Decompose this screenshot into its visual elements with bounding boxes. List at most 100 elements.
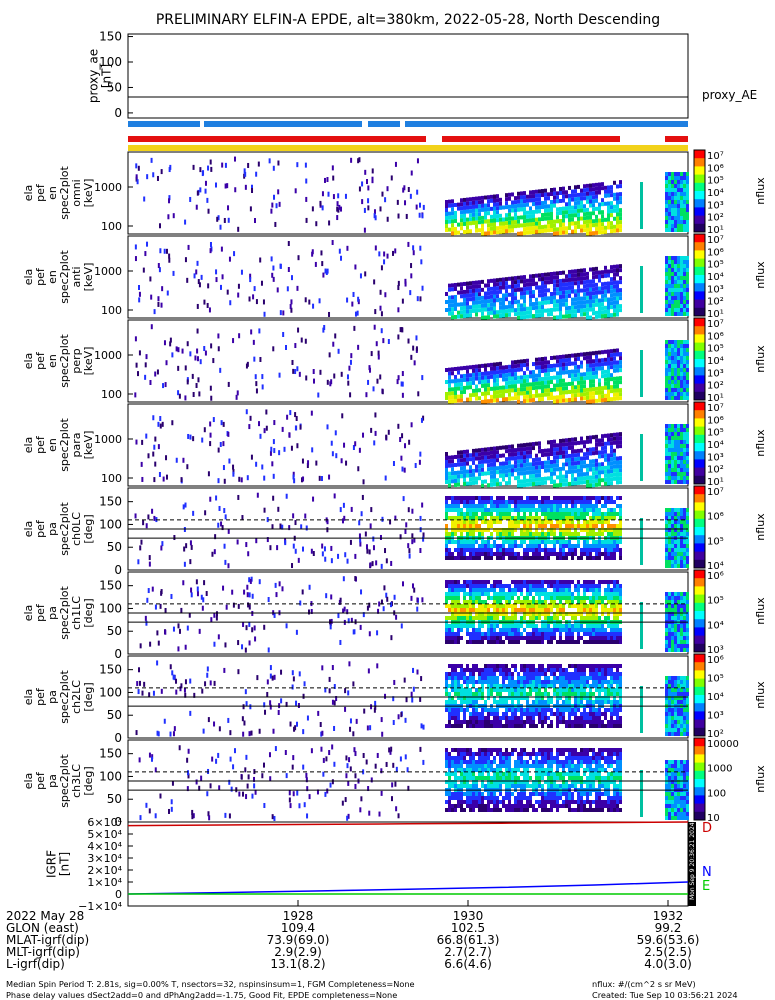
cell — [568, 373, 571, 378]
speckle — [397, 334, 400, 340]
cell — [535, 636, 538, 640]
cell — [565, 370, 568, 375]
cell — [607, 516, 610, 520]
cell — [674, 376, 677, 380]
cell — [577, 272, 580, 277]
speckle — [383, 251, 386, 257]
speckle — [150, 294, 153, 300]
cell — [457, 624, 460, 628]
cell — [496, 512, 499, 516]
cell — [469, 532, 472, 536]
speckle — [234, 187, 237, 193]
cell — [589, 267, 592, 272]
cell — [532, 314, 535, 319]
cell — [559, 286, 562, 291]
speckle — [365, 392, 368, 398]
cell — [481, 451, 484, 456]
cell — [559, 450, 562, 455]
cell — [604, 309, 607, 314]
cell — [604, 381, 607, 386]
cell — [601, 478, 604, 483]
cell — [571, 269, 574, 274]
cell — [583, 544, 586, 548]
speckle — [294, 343, 297, 349]
cell — [559, 226, 562, 231]
speckle — [147, 453, 150, 459]
cell — [454, 398, 457, 403]
cell — [538, 445, 541, 450]
cell — [511, 284, 514, 289]
cell — [475, 452, 478, 457]
cell — [541, 580, 544, 584]
cell — [610, 481, 613, 486]
speckle — [273, 612, 276, 618]
speckle — [209, 385, 212, 391]
cell — [671, 360, 674, 364]
cell — [529, 640, 532, 644]
cell — [683, 176, 686, 180]
cell — [466, 504, 469, 508]
cell — [680, 440, 683, 444]
cell — [674, 200, 677, 204]
cell — [559, 438, 562, 443]
speckle — [210, 166, 213, 172]
cell — [598, 290, 601, 295]
cell — [478, 640, 481, 644]
speckle — [378, 251, 381, 257]
cell — [616, 312, 619, 317]
cell — [490, 478, 493, 483]
cell — [610, 301, 613, 306]
cell — [553, 483, 556, 488]
cell — [538, 397, 541, 402]
cell — [478, 448, 481, 453]
cell — [457, 580, 460, 584]
cell — [454, 520, 457, 524]
cell — [529, 206, 532, 211]
speckle — [306, 463, 309, 469]
cell — [457, 302, 460, 307]
cell — [589, 463, 592, 468]
cell — [577, 524, 580, 528]
cell — [526, 478, 529, 483]
cell — [577, 208, 580, 213]
cell — [592, 463, 595, 468]
cell — [520, 508, 523, 512]
cell — [469, 624, 472, 628]
cell — [487, 447, 490, 452]
cell — [466, 592, 469, 596]
cell — [571, 520, 574, 524]
cell — [469, 556, 472, 560]
cell — [535, 616, 538, 620]
cell — [550, 520, 553, 524]
cell — [472, 368, 475, 373]
cell — [526, 214, 529, 219]
speckle — [286, 414, 289, 420]
cell — [601, 310, 604, 315]
cell — [577, 380, 580, 385]
cell — [574, 305, 577, 310]
speckle — [138, 284, 141, 290]
speckle — [215, 615, 218, 621]
cell — [481, 215, 484, 220]
cell — [451, 227, 454, 232]
cell — [604, 556, 607, 560]
cell — [568, 516, 571, 520]
ylabel-line: spec2plot — [58, 502, 71, 556]
cell — [668, 436, 671, 440]
cell — [523, 303, 526, 308]
speckle — [273, 448, 276, 454]
cell — [686, 176, 689, 180]
cell — [517, 375, 520, 380]
cell — [532, 198, 535, 203]
cell — [454, 516, 457, 520]
cell — [547, 540, 550, 544]
cell — [665, 384, 668, 388]
speckle — [358, 186, 361, 192]
cell — [517, 207, 520, 212]
cell — [583, 284, 586, 289]
cell — [472, 212, 475, 217]
cell — [562, 302, 565, 307]
speckle — [247, 162, 250, 168]
cell — [680, 184, 683, 188]
cell — [490, 198, 493, 203]
